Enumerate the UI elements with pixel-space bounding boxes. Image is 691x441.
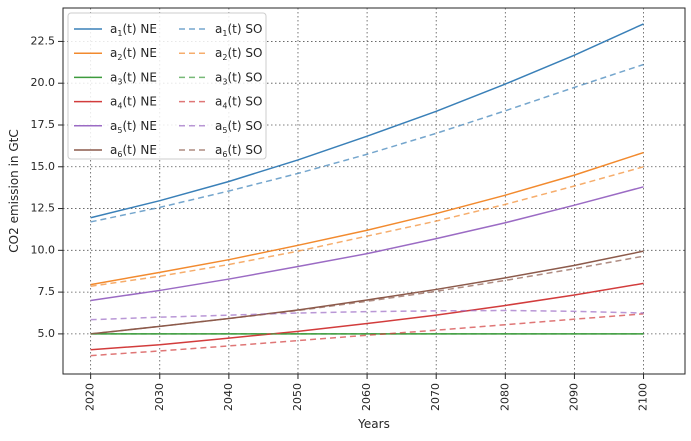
x-tick-label: 2060	[360, 383, 373, 411]
x-tick-label: 2020	[84, 383, 97, 411]
series-lines	[90, 23, 644, 357]
legend-label: a2(t) SO	[215, 46, 262, 62]
x-tick-label: 2050	[291, 383, 304, 411]
y-tick-label: 15.0	[31, 160, 56, 173]
series-line-10	[90, 313, 644, 357]
series-line-12	[90, 255, 644, 335]
series-line-7	[90, 63, 644, 223]
y-tick-label: 10.0	[31, 243, 56, 256]
y-tick-label: 7.5	[38, 285, 56, 298]
legend-label: a5(t) NE	[110, 119, 157, 135]
series-line-4	[90, 282, 644, 351]
series-line-8	[90, 166, 644, 288]
y-axis-ticks: 5.0 7.5 10.0 12.5 15.0 17.5 20.0 22.5	[31, 34, 63, 340]
series-line-5	[90, 186, 644, 302]
y-tick-label: 5.0	[38, 327, 56, 340]
legend-label: a1(t) SO	[215, 22, 262, 38]
x-tick-label: 2080	[498, 383, 511, 411]
legend-label: a3(t) NE	[110, 70, 157, 86]
legend-label: a4(t) NE	[110, 95, 157, 111]
y-tick-label: 22.5	[31, 34, 56, 47]
series-line-1	[90, 23, 644, 219]
x-tick-label: 2030	[153, 383, 166, 411]
legend-box	[67, 12, 267, 160]
legend-label: a6(t) NE	[110, 143, 157, 159]
legend-label: a5(t) SO	[215, 119, 262, 135]
y-tick-label: 12.5	[31, 202, 56, 215]
plot-frame	[62, 7, 686, 375]
x-axis-ticks: 2020 2030 2040 2050 2060 2070 2080 2090 2100	[84, 374, 650, 411]
y-tick-label: 20.0	[31, 76, 56, 89]
y-tick-label: 17.5	[31, 118, 56, 131]
y-axis-label: CO2 emission in GtC	[7, 129, 21, 252]
legend-label: a4(t) SO	[215, 95, 262, 111]
x-tick-label: 2040	[222, 383, 235, 411]
x-tick-label: 2090	[567, 383, 580, 411]
legend-label: a6(t) SO	[215, 143, 262, 159]
x-tick-label: 2070	[429, 383, 442, 411]
legend-label: a2(t) NE	[110, 46, 157, 62]
series-line-11	[90, 309, 644, 321]
series-line-2	[90, 151, 644, 286]
legend: a1(t) NE a2(t) NE a3(t) NE a4(t) NE a5(t) NE…	[67, 12, 267, 160]
legend-label: a3(t) SO	[215, 70, 262, 86]
legend-label: a1(t) NE	[110, 22, 157, 38]
x-tick-label: 2100	[637, 383, 650, 411]
x-axis-label: Years	[357, 417, 390, 431]
